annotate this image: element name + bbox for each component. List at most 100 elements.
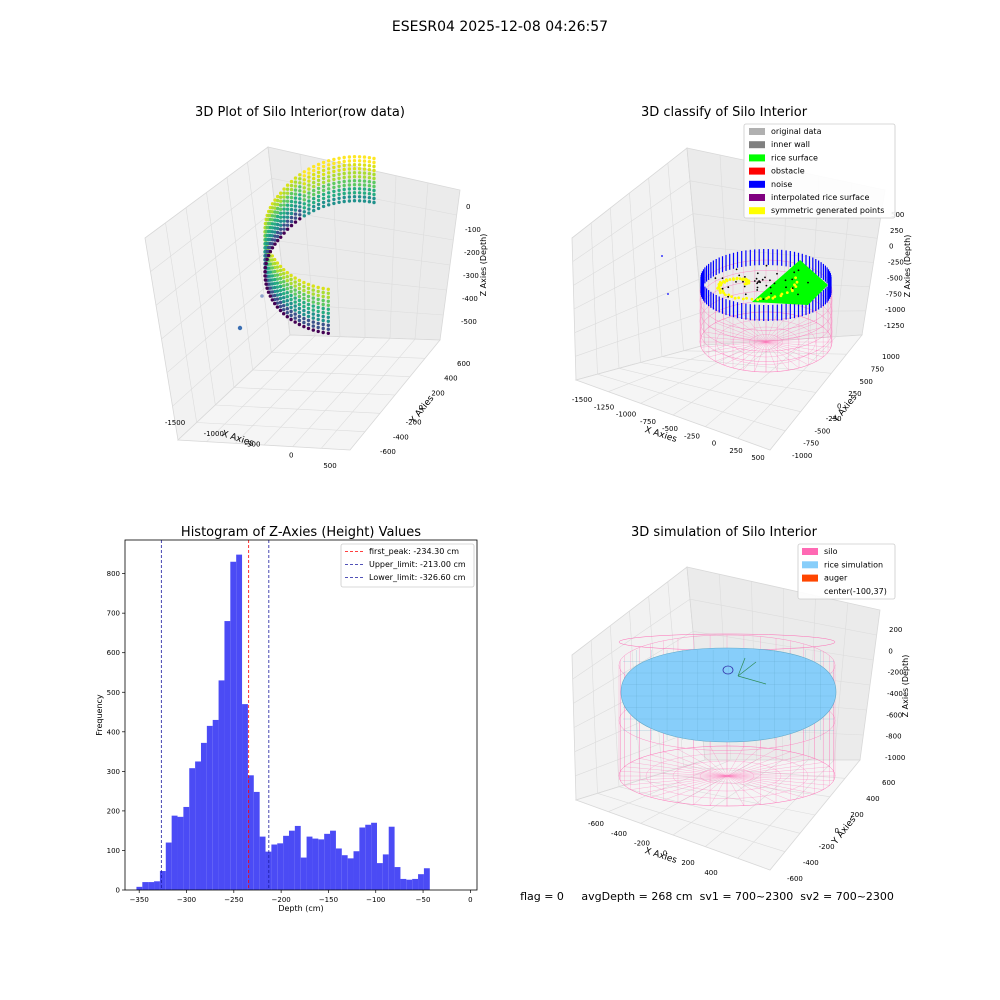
symmetric-point [723, 280, 727, 284]
grid-line [737, 336, 837, 439]
simulation-silo-floor-spoke [726, 746, 745, 777]
raw-y-tick-label: 200 [431, 389, 444, 397]
raw-data-point [278, 308, 283, 313]
raw-data-point [306, 318, 311, 323]
raw-data-point [289, 195, 294, 200]
obstacle-point [742, 280, 744, 283]
obstacle-point [764, 276, 766, 279]
histogram-legend-label: first_peak: -234.30 cm [369, 547, 459, 556]
histogram-bar [212, 719, 219, 890]
classify-silo-floor-spoke [700, 336, 767, 343]
raw-data-point [347, 191, 352, 195]
histogram-legend-label: Lower_limit: -326.60 cm [369, 573, 466, 582]
raw-data-point [273, 206, 277, 210]
raw-data-point [357, 195, 362, 199]
histogram-ylabel: Frequency [95, 694, 104, 736]
raw-data-point [285, 303, 289, 307]
raw-3d-ticks: -1500-1000-5000500-600-400-2000200400600… [165, 203, 481, 470]
raw-data-point [312, 164, 316, 169]
raw-data-point [275, 277, 280, 281]
panel-simulation-3d: 3D simulation of Silo Interior -600-400-… [571, 525, 910, 883]
raw-x-tick-label: -500 [245, 441, 261, 449]
raw-outlier-point [260, 294, 264, 298]
raw-data-point [307, 175, 311, 179]
raw-data-point [276, 198, 280, 203]
histogram-bar [335, 848, 342, 890]
raw-data-point [362, 155, 367, 159]
raw-data-point [293, 296, 297, 300]
raw-data-point [293, 176, 298, 180]
classify-point-cloud [661, 249, 832, 321]
histogram-bar [365, 824, 372, 890]
raw-data-point [337, 172, 341, 176]
simulation-silo-floor-spoke [726, 751, 791, 777]
raw-data-point [270, 230, 275, 234]
raw-data-point [357, 155, 362, 159]
raw-data-point [347, 159, 352, 163]
raw-data-point [312, 200, 316, 205]
raw-data-point [326, 319, 330, 323]
classify-silo-floor-spoke [765, 341, 809, 366]
raw-data-point [372, 156, 376, 161]
raw-data-point [321, 326, 325, 331]
raw-data-point [275, 301, 280, 305]
raw-data-point [293, 292, 297, 296]
obstacle-point [769, 279, 771, 282]
raw-data-point [278, 292, 283, 297]
raw-data-point [307, 171, 311, 175]
raw-data-point [285, 191, 290, 195]
obstacle-point [756, 286, 759, 289]
raw-data-point [367, 176, 372, 180]
simulation-silo-floor-spoke [726, 766, 830, 777]
histogram-bar [206, 725, 213, 890]
simulation-silo-floor-spoke [726, 775, 804, 798]
raw-data-point [362, 167, 367, 171]
obstacle-point [727, 295, 729, 298]
simulation-silo-floor-spoke [726, 775, 824, 790]
raw-data-point [326, 291, 330, 295]
histogram-bar [300, 857, 307, 890]
raw-data-point [285, 295, 289, 299]
raw-data-point [326, 287, 330, 291]
raw-outlier-point [237, 325, 243, 331]
raw-data-point [298, 189, 302, 193]
raw-data-point [282, 304, 286, 308]
classify-z-tick-label: -500 [887, 274, 903, 282]
raw-data-point [302, 194, 306, 198]
raw-data-point [298, 197, 302, 201]
raw-data-point [282, 195, 286, 199]
classify-z-tick-label: -1000 [885, 306, 905, 314]
classify-legend: original data inner wall rice surface obsta… [743, 123, 896, 219]
simulation-silo-floor-spoke [663, 775, 728, 801]
histogram-bar [376, 863, 383, 890]
raw-data-point [275, 305, 280, 309]
raw-data-point [275, 261, 280, 265]
raw-data-point [307, 195, 311, 199]
raw-data-point [316, 309, 320, 314]
raw-data-point [285, 287, 289, 291]
obstacle-point [744, 276, 746, 278]
raw-data-point [316, 293, 320, 298]
raw-data-point [263, 274, 267, 278]
raw-x-tick-label: 0 [289, 451, 293, 459]
histogram-bar [247, 775, 254, 890]
raw-data-point [289, 273, 293, 278]
obstacle-point [753, 280, 756, 282]
histogram-bar [330, 830, 336, 890]
raw-data-point [311, 312, 315, 316]
histogram-title: Histogram of Z-Axies (Height) Values [181, 525, 421, 540]
histogram-bar [165, 842, 172, 890]
raw-data-point [306, 286, 311, 291]
symmetric-point [737, 296, 741, 300]
raw-data-point [298, 193, 302, 197]
raw-data-point [332, 169, 336, 174]
raw-data-point [311, 316, 315, 320]
raw-data-point [316, 186, 321, 191]
raw-data-point [327, 179, 331, 183]
raw-data-point [342, 187, 346, 192]
simulation-silo-floor-spoke [726, 747, 761, 777]
symmetric-point [759, 297, 762, 300]
simulation-legend-swatch [802, 574, 818, 582]
raw-data-point [312, 196, 316, 201]
raw-data-point [275, 285, 280, 289]
